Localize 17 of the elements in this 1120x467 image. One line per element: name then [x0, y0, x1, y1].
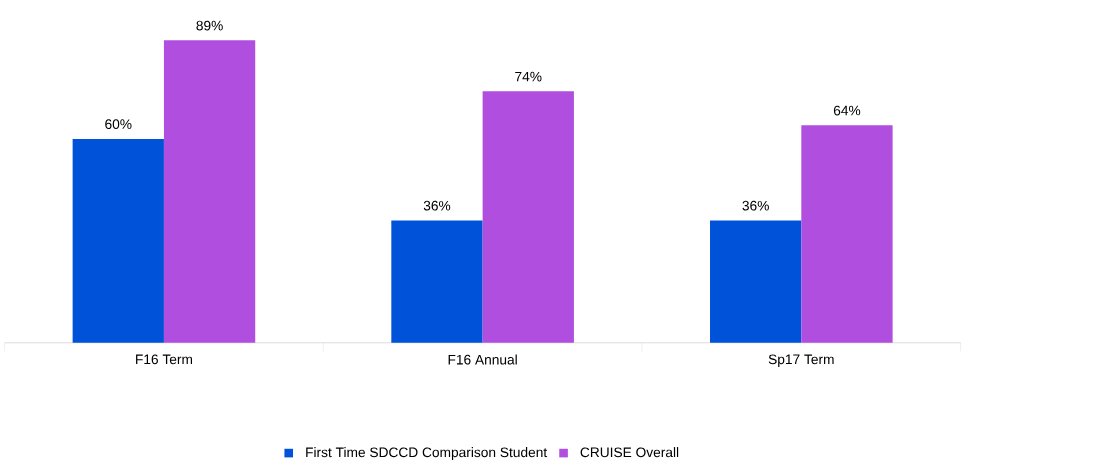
data-label: 74%: [515, 71, 542, 82]
data-label: 89%: [196, 20, 223, 31]
bar: [482, 91, 574, 343]
data-label: 60%: [105, 119, 132, 130]
data-label: 36%: [742, 200, 769, 211]
x-tick-label: Sp17 Term: [768, 354, 834, 367]
x-tick-label: F16 Term: [136, 354, 193, 365]
x-tick-label: F16 Annual: [448, 354, 517, 365]
data-label: 36%: [423, 200, 451, 211]
bar: [391, 220, 483, 343]
legend-label: First Time SDCCD Comparison Student: [306, 447, 548, 460]
legend-label: CRUISE Overall: [580, 447, 679, 458]
bar: [801, 125, 893, 343]
data-label: 64%: [833, 105, 861, 116]
bar: [163, 40, 256, 343]
bar: [710, 220, 802, 343]
bar: [72, 138, 164, 343]
